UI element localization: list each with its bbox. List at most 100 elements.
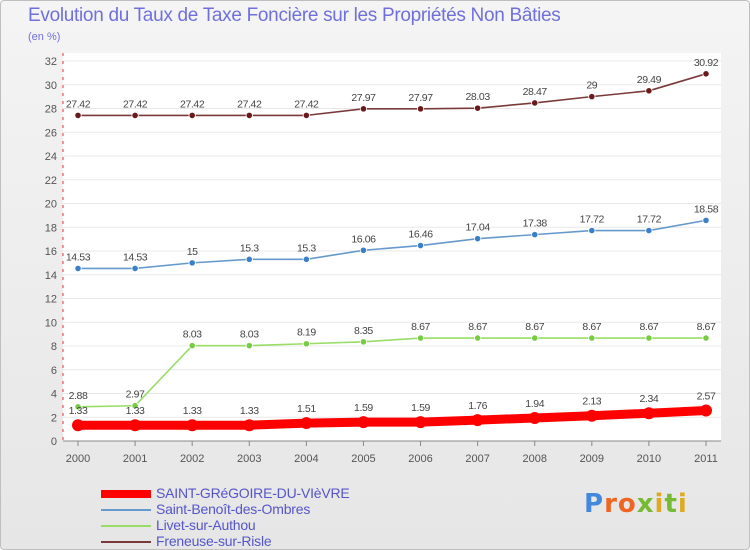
data-label: 1.94	[525, 398, 544, 410]
legend-label: Freneuse-sur-Risle	[156, 533, 272, 549]
proxiti-logo: Proxiti	[584, 489, 688, 519]
y-tick-label: 18	[45, 222, 57, 234]
chart-title: Evolution du Taux de Taxe Foncière sur l…	[28, 5, 561, 26]
legend-item-freneuse[interactable]: Freneuse-sur-Risle	[101, 533, 461, 549]
data-label: 27.97	[408, 92, 433, 104]
data-label: 30.92	[694, 57, 719, 69]
data-label: 2.34	[639, 393, 658, 405]
y-tick-label: 10	[45, 317, 57, 329]
data-point	[245, 342, 253, 350]
data-point	[302, 111, 310, 119]
data-label: 27.42	[66, 98, 91, 110]
logo-letter: i	[677, 489, 688, 519]
data-label: 1.76	[468, 400, 487, 412]
logo-letter: r	[604, 489, 618, 519]
data-point	[243, 419, 256, 432]
legend-item-saint-gregoire[interactable]: SAINT-GRéGOIRE-DU-VIèVRE	[101, 485, 461, 502]
data-point	[302, 340, 310, 348]
data-point	[702, 216, 710, 224]
data-point	[588, 226, 596, 235]
y-tick-label: 20	[45, 199, 57, 211]
y-tick-label: 28	[45, 104, 57, 116]
data-point	[416, 241, 425, 250]
data-point	[474, 104, 482, 112]
y-tick-label: 6	[51, 365, 57, 377]
data-label: 8.67	[468, 321, 487, 333]
data-point	[245, 255, 253, 263]
logo-letter: t	[664, 489, 678, 519]
y-tick-label: 12	[45, 294, 57, 306]
series-line	[77, 219, 707, 270]
data-label: 27.42	[123, 98, 148, 110]
x-tick-label: 2002	[180, 453, 204, 465]
data-point	[416, 105, 425, 113]
data-point	[188, 342, 196, 350]
y-tick-label: 16	[45, 246, 57, 258]
data-label: 1.33	[183, 405, 202, 417]
x-tick-label: 2003	[237, 453, 261, 465]
legend-swatch	[101, 541, 151, 543]
data-label: 29	[586, 80, 597, 92]
data-label: 1.33	[126, 405, 145, 417]
data-point	[645, 334, 653, 342]
data-label: 17.04	[465, 222, 490, 234]
series-line	[77, 73, 707, 117]
data-label: 1.59	[411, 402, 430, 414]
series-line	[73, 405, 711, 430]
data-label: 16.06	[351, 233, 376, 245]
data-label: 1.33	[240, 405, 259, 417]
data-label: 8.67	[411, 321, 430, 333]
legend: SAINT-GRéGOIRE-DU-VIèVRE Saint-Benoît-de…	[101, 485, 461, 549]
x-tick-label: 2001	[123, 453, 147, 465]
x-tick-label: 2004	[294, 453, 318, 465]
data-point	[416, 334, 425, 342]
data-label: 2.13	[582, 396, 601, 408]
legend-swatch	[101, 525, 151, 527]
data-point	[131, 264, 139, 273]
data-label: 8.03	[183, 329, 202, 341]
legend-label: Saint-Benoît-des-Ombres	[156, 501, 311, 517]
data-label: 14.53	[123, 251, 148, 263]
data-point	[531, 334, 539, 342]
y-tick-label: 2	[51, 412, 57, 424]
data-point	[359, 338, 368, 346]
data-label: 8.67	[697, 321, 716, 333]
data-label: 2.57	[697, 390, 716, 402]
logo-letter: P	[584, 489, 605, 519]
data-label: 15.3	[240, 242, 259, 254]
data-label: 15.3	[297, 242, 316, 254]
data-point	[359, 105, 368, 113]
data-label: 2.97	[126, 389, 145, 401]
data-label: 28.47	[523, 86, 548, 98]
data-point	[645, 87, 653, 95]
data-label: 8.19	[297, 327, 316, 339]
legend-swatch	[101, 509, 151, 511]
y-tick-label: 4	[51, 389, 57, 401]
logo-letter: o	[617, 489, 637, 519]
data-label: 17.38	[523, 218, 548, 230]
data-label: 8.67	[582, 321, 601, 333]
legend-swatch	[101, 490, 151, 498]
data-point	[645, 226, 653, 235]
data-label: 1.59	[354, 402, 373, 414]
x-tick-label: 2011	[694, 453, 718, 465]
data-point	[129, 419, 142, 432]
data-label: 29.49	[637, 74, 662, 86]
series-line	[77, 337, 707, 408]
data-label: 27.42	[294, 98, 319, 110]
data-point	[471, 414, 484, 427]
y-tick-label: 0	[51, 436, 57, 448]
data-point	[74, 264, 82, 273]
data-point	[585, 409, 598, 422]
data-point	[474, 235, 482, 243]
data-label: 8.03	[240, 329, 259, 341]
x-tick-label: 2005	[351, 453, 375, 465]
data-label: 1.51	[297, 403, 316, 415]
data-point	[186, 419, 199, 432]
legend-item-saint-benoit[interactable]: Saint-Benoît-des-Ombres	[101, 501, 461, 518]
y-axis-unit: (en %)	[28, 31, 61, 43]
legend-item-livet[interactable]: Livet-sur-Authou	[101, 517, 461, 534]
data-label: 2.88	[69, 390, 88, 402]
data-label: 15	[187, 246, 198, 258]
data-point	[588, 93, 596, 101]
